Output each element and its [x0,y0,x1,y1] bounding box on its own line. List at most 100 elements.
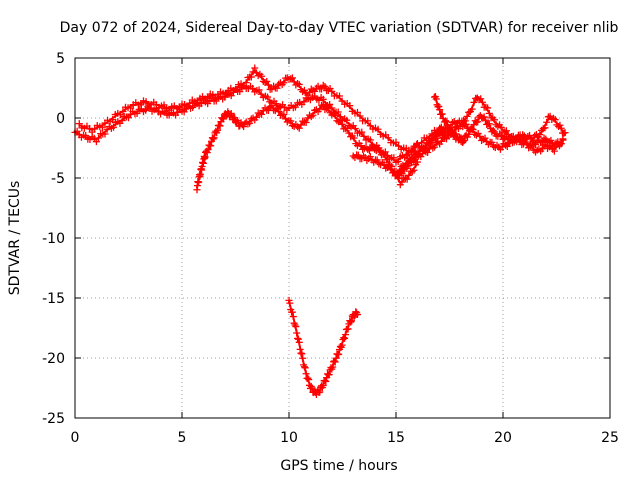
data-point [341,331,349,339]
data-point [286,299,294,307]
data-point [394,157,402,165]
data-point [366,136,374,144]
data-point [373,156,381,164]
data-point [302,118,310,126]
data-point [110,123,118,131]
data-point [82,131,90,139]
data-point [347,318,355,326]
data-point [438,110,446,118]
y-tick-label: -10 [42,231,65,247]
data-point [268,102,276,110]
data-point [301,364,309,372]
x-tick-label: 5 [178,430,187,446]
data-point [299,354,307,362]
data-point [203,149,211,157]
data-point [360,132,368,140]
data-point [291,103,299,111]
data-point [258,110,266,118]
series-track-f [431,93,567,156]
data-point [436,106,444,114]
data-point [343,116,351,124]
data-point [189,103,197,111]
data-point [478,98,486,106]
data-point [316,388,324,396]
x-axis-label: GPS time / hours [280,458,397,474]
data-point [503,143,511,151]
data-point [484,104,492,112]
data-point [296,345,304,353]
data-point [432,95,440,103]
data-point [431,143,439,151]
data-point [212,97,220,105]
data-point [336,117,344,125]
y-tick-label: -5 [51,171,65,187]
data-point [180,108,188,116]
data-point [543,118,551,126]
data-point [376,147,384,155]
data-point [242,79,250,87]
data-point [550,147,558,155]
data-point [380,160,388,168]
data-point [246,119,254,127]
data-point [364,117,372,125]
data-point [294,334,302,342]
data-point [175,104,183,112]
data-point [319,95,327,103]
data-point [414,149,422,157]
data-point [410,166,418,174]
data-point [258,72,266,80]
data-point [291,321,299,329]
data-point [221,93,229,101]
data-point [133,110,141,118]
data-point [160,101,168,109]
data-point [222,90,230,98]
data-point [272,100,280,108]
y-tick-label: 0 [56,111,65,127]
x-tick-label: 15 [387,430,405,446]
data-point [329,363,337,371]
data-point [336,92,344,100]
x-tick-label: 25 [601,430,619,446]
data-point [204,94,212,102]
data-point [435,102,443,110]
data-point [474,118,482,126]
data-point [294,335,302,343]
data-point [433,134,441,142]
data-point [165,106,173,114]
data-point [497,123,505,131]
data-point [480,113,488,121]
data-point [319,381,327,389]
data-point [442,117,450,125]
data-point [551,116,559,124]
data-point [142,98,150,106]
data-point [488,138,496,146]
data-point [405,171,413,179]
data-point [249,68,257,76]
data-point [485,109,493,117]
data-point [402,160,410,168]
x-tick-label: 10 [280,430,298,446]
y-axis-label: SDTVAR / TECUs [7,181,23,296]
data-point [236,88,244,96]
data-point [326,100,334,108]
data-point [247,73,255,81]
data-point [300,363,308,371]
data-point [344,325,352,333]
data-point [395,167,403,175]
data-point [561,129,569,137]
data-point [424,148,432,156]
data-point [529,136,537,144]
data-point [305,376,313,384]
data-point [331,112,339,120]
data-point [295,338,303,346]
data-point [75,120,83,128]
data-point [353,311,361,319]
data-point [304,374,312,382]
data-point [385,162,393,170]
data-point [351,125,359,133]
data-point [289,313,297,321]
data-point [343,124,351,132]
data-point [528,142,536,150]
data-point [325,371,333,379]
